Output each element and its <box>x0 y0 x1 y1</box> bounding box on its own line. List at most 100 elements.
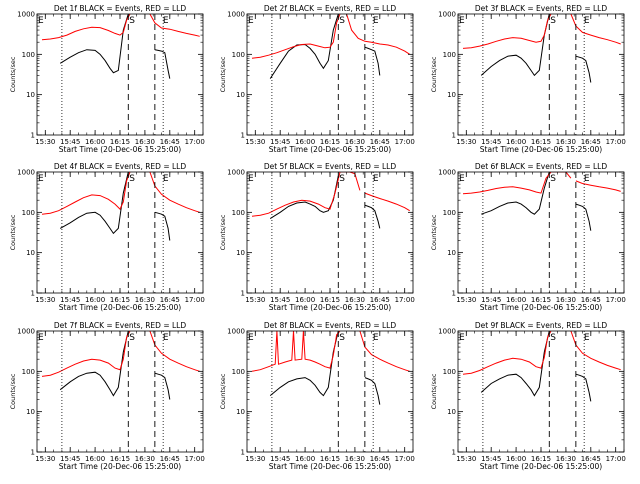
x-tick-label: 16:30 <box>345 455 365 463</box>
y-tick-label: 10 <box>236 249 245 257</box>
panel-title: Det 9f BLACK = Events, RED = LLD <box>475 321 608 330</box>
events-series-line-0 <box>269 175 339 220</box>
x-axis-label: Start Time (20-Dec-06 15:25:00) <box>269 145 391 154</box>
x-tick-label: 16:45 <box>581 455 601 463</box>
y-axis-label: Counts/sec <box>219 373 227 409</box>
events-series-line-0 <box>269 331 339 397</box>
panel-title: Det 8f BLACK = Events, RED = LLD <box>264 321 397 330</box>
marker-label-2: E <box>373 16 379 26</box>
y-tick-label: 100 <box>22 368 35 376</box>
x-tick-label: 16:15 <box>531 296 551 304</box>
marker-label-1: S <box>550 16 556 26</box>
x-tick-label: 16:30 <box>135 455 155 463</box>
x-tick-label: 15:45 <box>60 138 80 146</box>
x-tick-label: 15:30 <box>245 138 265 146</box>
events-series-line-0 <box>59 331 129 397</box>
x-tick-label: 16:00 <box>85 138 105 146</box>
x-tick-label: 16:00 <box>295 296 315 304</box>
panel-title: Det 4f BLACK = Events, RED = LLD <box>54 162 187 171</box>
marker-label-0: E <box>38 174 44 184</box>
x-tick-label: 17:00 <box>185 455 205 463</box>
x-tick-label: 16:15 <box>320 455 340 463</box>
x-tick-label: 16:00 <box>506 455 526 463</box>
y-tick-label: 10 <box>447 249 456 257</box>
y-axis-label: Counts/sec <box>430 373 438 409</box>
y-tick-label: 1 <box>452 449 456 457</box>
y-tick-label: 1 <box>241 290 245 298</box>
detector-panel-8: Det 8f BLACK = Events, RED = LLD E S E 1 10 10… <box>219 321 415 471</box>
x-tick-label: 15:45 <box>481 455 501 463</box>
x-tick-label: 17:00 <box>185 296 205 304</box>
marker-label-0: E <box>248 174 254 184</box>
lld-series-line-2 <box>462 331 552 375</box>
y-tick-label: 1 <box>31 290 35 298</box>
x-tick-label: 16:45 <box>581 138 601 146</box>
events-series-line-1 <box>575 203 592 231</box>
x-tick-label: 15:45 <box>270 296 290 304</box>
x-tick-label: 15:45 <box>60 455 80 463</box>
x-tick-label: 16:00 <box>295 138 315 146</box>
lld-series-line-3 <box>364 192 410 212</box>
events-series-line-0 <box>480 14 550 77</box>
x-tick-label: 16:15 <box>110 296 130 304</box>
x-axis-label: Start Time (20-Dec-06 15:25:00) <box>59 462 181 471</box>
y-tick-label: 100 <box>443 51 456 59</box>
panel-title: Det 3f BLACK = Events, RED = LLD <box>475 4 608 13</box>
x-tick-label: 16:00 <box>506 296 526 304</box>
y-tick-label: 1000 <box>438 328 456 336</box>
x-tick-label: 15:45 <box>481 138 501 146</box>
x-tick-label: 17:00 <box>606 138 626 146</box>
y-tick-label: 10 <box>447 408 456 416</box>
x-tick-label: 16:30 <box>556 455 576 463</box>
marker-label-1: S <box>550 174 556 184</box>
events-series-line-1 <box>575 55 592 83</box>
events-series-line-0 <box>480 331 550 397</box>
y-axis-label: Counts/sec <box>430 56 438 92</box>
detector-panel-3: Det 3f BLACK = Events, RED = LLD E S E 1 10 10… <box>430 4 626 154</box>
x-tick-label: 16:00 <box>506 138 526 146</box>
y-tick-label: 1 <box>452 290 456 298</box>
y-tick-label: 1000 <box>227 328 245 336</box>
y-tick-label: 1000 <box>17 11 35 19</box>
y-axis-label: Counts/sec <box>9 214 17 250</box>
x-tick-label: 16:15 <box>110 138 130 146</box>
events-series-line-0 <box>269 14 339 79</box>
y-tick-label: 100 <box>443 209 456 217</box>
y-axis-label: Counts/sec <box>219 56 227 92</box>
x-tick-label: 16:45 <box>370 138 390 146</box>
events-series-line-1 <box>154 49 171 79</box>
marker-label-2: E <box>373 174 379 184</box>
x-tick-label: 17:00 <box>606 296 626 304</box>
x-tick-label: 16:45 <box>160 455 180 463</box>
y-tick-label: 10 <box>26 91 35 99</box>
panel-title: Det 1f BLACK = Events, RED = LLD <box>54 4 187 13</box>
marker-label-1: S <box>339 16 345 26</box>
y-tick-label: 10 <box>236 91 245 99</box>
lld-series-line-3 <box>346 14 410 55</box>
y-tick-label: 1 <box>31 132 35 140</box>
x-tick-label: 16:15 <box>110 455 130 463</box>
marker-label-1: S <box>129 16 135 26</box>
events-series-line-1 <box>575 373 592 402</box>
marker-label-1: S <box>339 174 345 184</box>
events-series-line-1 <box>364 377 381 405</box>
events-series-line-1 <box>364 46 381 76</box>
marker-label-0: E <box>248 16 254 26</box>
lld-series-line-2 <box>41 172 131 215</box>
y-axis-label: Counts/sec <box>430 214 438 250</box>
x-tick-label: 17:00 <box>395 138 415 146</box>
y-tick-label: 1000 <box>438 169 456 177</box>
marker-label-2: E <box>163 333 169 343</box>
detector-panel-7: Det 7f BLACK = Events, RED = LLD E S E 1 10 10… <box>9 321 205 471</box>
lld-series-line-3 <box>359 331 410 372</box>
x-tick-label: 15:30 <box>35 296 55 304</box>
x-axis-label: Start Time (20-Dec-06 15:25:00) <box>59 303 181 312</box>
x-tick-label: 15:30 <box>456 138 476 146</box>
x-axis-label: Start Time (20-Dec-06 15:25:00) <box>480 303 602 312</box>
lld-series-line-3 <box>575 180 621 192</box>
panel-title: Det 5f BLACK = Events, RED = LLD <box>264 162 397 171</box>
y-tick-label: 1 <box>31 449 35 457</box>
lld-series-line-3 <box>570 331 621 371</box>
